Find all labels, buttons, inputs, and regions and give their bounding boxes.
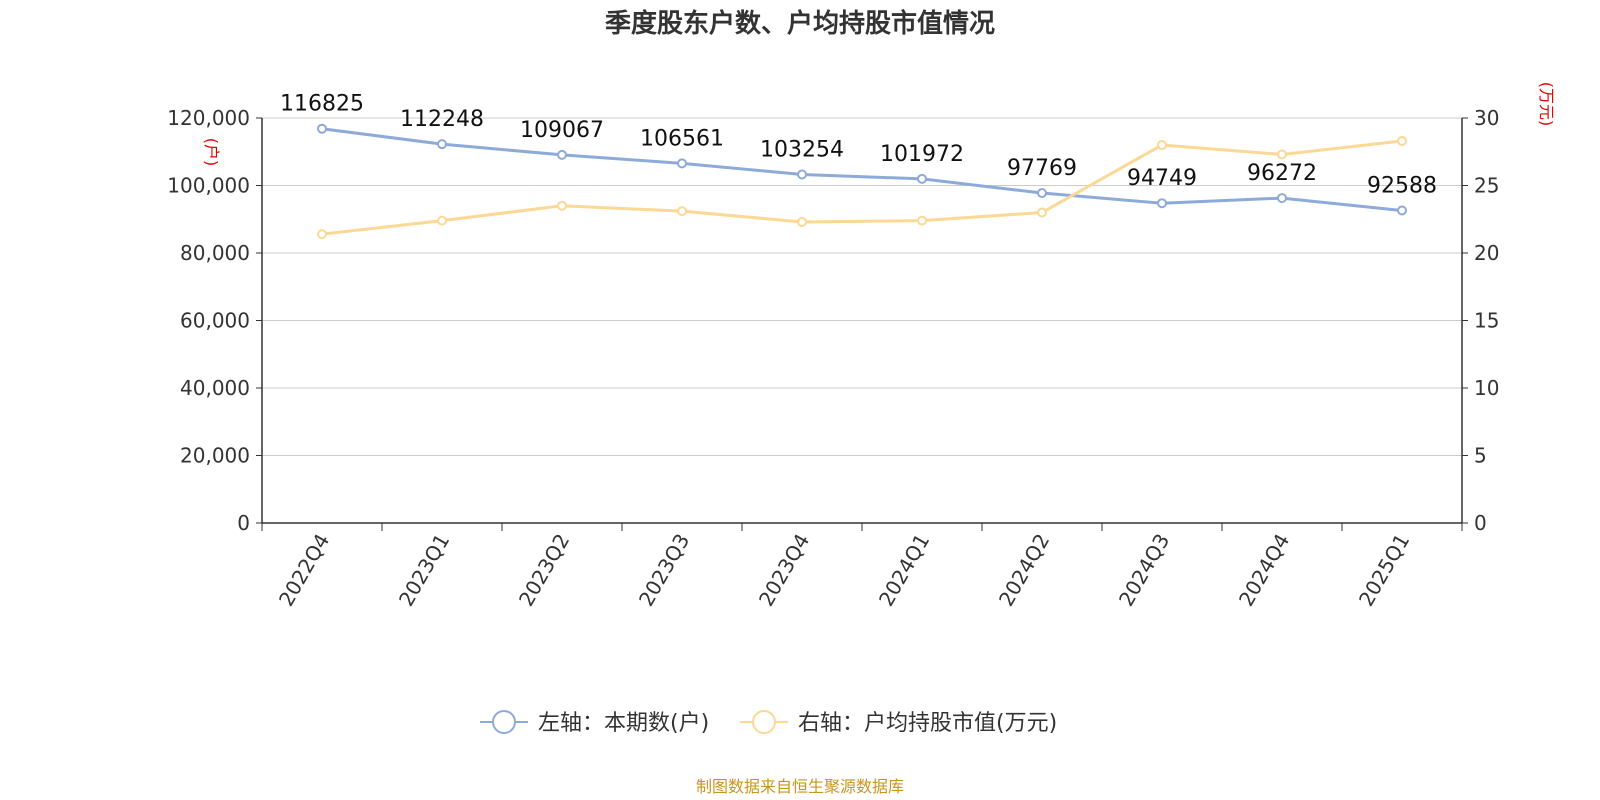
data-point: [1277, 193, 1287, 204]
data-label: 112248: [400, 107, 484, 132]
right-tick-label: 30: [1474, 106, 1499, 130]
data-point: [797, 169, 807, 180]
data-point: [1037, 207, 1047, 218]
left-tick-label: 80,000: [180, 241, 250, 265]
x-tick-label: 2023Q2: [514, 530, 574, 611]
data-point: [677, 206, 687, 217]
data-point: [437, 215, 447, 226]
source-note: 制图数据来自恒生聚源数据库: [696, 777, 904, 796]
data-label: 106561: [640, 126, 724, 151]
data-label: 109067: [520, 118, 604, 143]
x-tick-label: 2023Q1: [394, 530, 454, 611]
left-tick-label: 20,000: [180, 444, 250, 468]
data-point: [437, 139, 447, 150]
data-point: [317, 123, 327, 134]
series-lines: [321, 127, 1403, 236]
data-point: [317, 229, 327, 240]
data-point: [677, 158, 687, 169]
data-point: [917, 173, 927, 184]
right-tick-label: 15: [1474, 309, 1499, 333]
data-point: [1277, 149, 1287, 160]
left-tick-label: 120,000: [167, 106, 250, 130]
series-points: [317, 123, 1407, 240]
data-point: [1397, 205, 1407, 216]
data-label: 103254: [760, 138, 844, 163]
series-line-avg-value: [321, 139, 1403, 236]
data-label: 116825: [280, 92, 364, 117]
data-labels: 116825 112248 109067 106561 103254 101972 9776…: [280, 92, 1437, 199]
left-tick-label: 40,000: [180, 376, 250, 400]
chart-title: 季度股东户数、户均持股市值情况: [605, 8, 995, 39]
left-tick-label: 0: [237, 511, 250, 535]
data-point: [557, 149, 567, 160]
data-label: 96272: [1247, 161, 1317, 186]
x-tick-label: 2024Q3: [1114, 530, 1174, 611]
x-tick-label: 2023Q4: [754, 530, 814, 611]
right-tick-label: 20: [1474, 241, 1499, 265]
series-line-holders: [321, 127, 1403, 213]
right-axis-unit: (万元): [1537, 82, 1556, 127]
data-point: [557, 200, 567, 211]
data-point: [1397, 135, 1407, 146]
right-tick-label: 5: [1474, 444, 1487, 468]
axes: 0 20,000 40,000 60,000 80,000 100,000 120,000 0…: [167, 82, 1556, 610]
right-tick-label: 0: [1474, 511, 1487, 535]
left-axis-unit: (户): [202, 138, 221, 167]
right-tick-label: 10: [1474, 376, 1499, 400]
legend-marker: [752, 710, 776, 734]
x-tick-label: 2023Q3: [634, 530, 694, 611]
data-label: 94749: [1127, 166, 1197, 191]
x-tick-label: 2024Q2: [994, 530, 1054, 611]
data-label: 92588: [1367, 174, 1437, 199]
data-point: [1157, 140, 1167, 150]
data-point: [1157, 198, 1167, 209]
x-tick-label: 2024Q4: [1234, 530, 1294, 611]
legend: 左轴：本期数(户) 右轴：户均持股市值(万元): [480, 710, 1057, 736]
x-tick-label: 2022Q4: [274, 530, 334, 611]
left-tick-label: 100,000: [167, 174, 250, 198]
left-tick-label: 60,000: [180, 309, 250, 333]
legend-marker: [492, 710, 516, 734]
right-tick-label: 25: [1474, 174, 1499, 198]
data-point: [1037, 188, 1047, 199]
data-point: [797, 216, 807, 227]
grid-lines: [262, 117, 1462, 456]
legend-label: 右轴：户均持股市值(万元): [798, 711, 1057, 736]
x-tick-label: 2024Q1: [874, 530, 934, 611]
legend-label: 左轴：本期数(户): [538, 711, 709, 736]
data-point: [917, 215, 927, 226]
data-label: 97769: [1007, 156, 1077, 181]
data-label: 101972: [880, 142, 964, 167]
x-tick-label: 2025Q1: [1354, 530, 1414, 611]
